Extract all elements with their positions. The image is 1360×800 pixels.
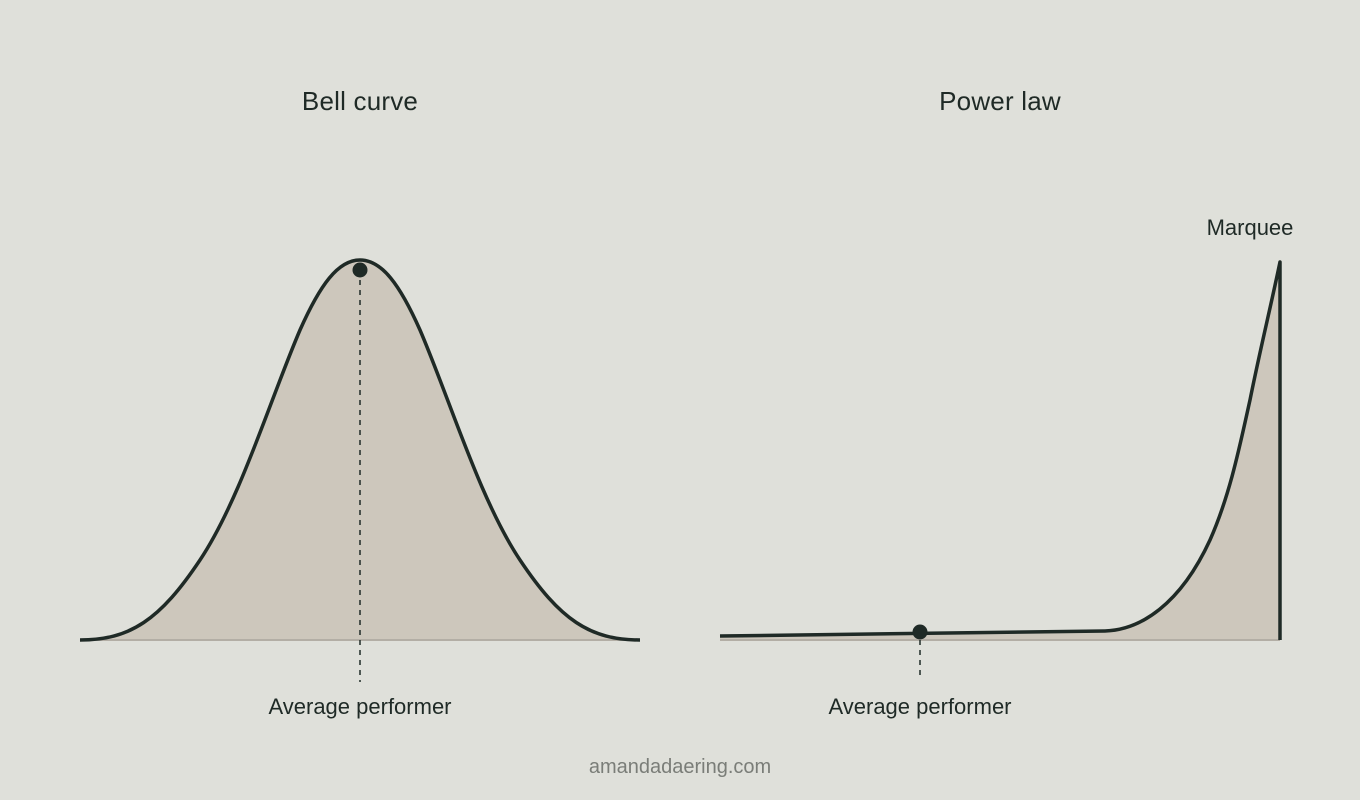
footer-credit: amandadaering.com [588,756,772,778]
power-law-title: Power law [939,86,1061,116]
power-law-panel [719,260,1282,676]
power-law-fill [720,262,1280,640]
bell-curve-title: Bell curve [301,86,419,116]
power-law-line [719,260,1282,640]
power-law-peak-label: Marquee [1206,215,1294,240]
bell-curve-line [79,258,641,642]
power-law-average-point [912,624,928,640]
bell-curve-average-point [352,262,368,278]
bell-curve-panel [79,258,641,682]
bell-curve-average-label: Average performer [268,694,452,719]
power-law-average-label: Average performer [828,694,1012,719]
